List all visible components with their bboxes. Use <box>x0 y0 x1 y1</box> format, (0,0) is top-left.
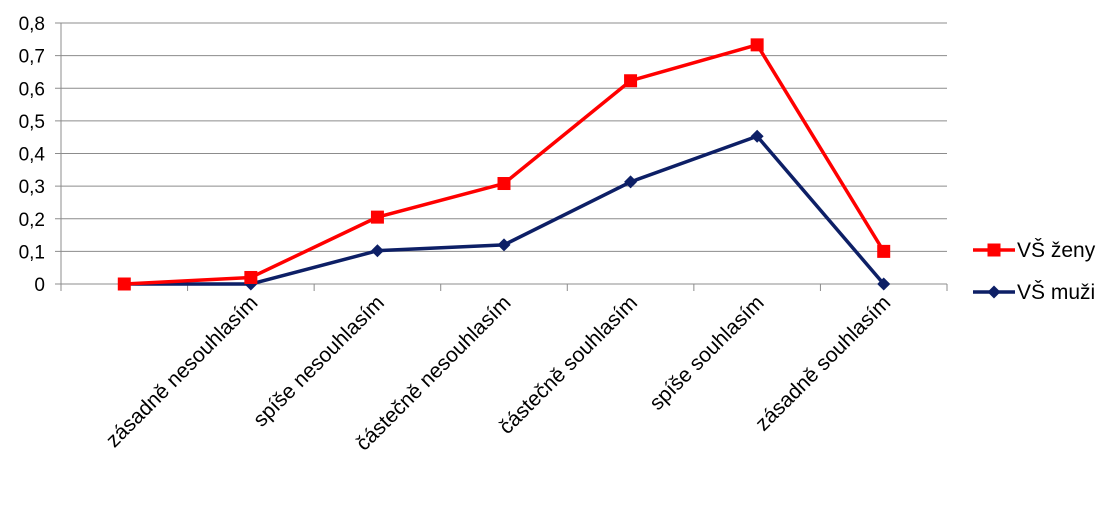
data-point-square <box>750 38 764 52</box>
data-point-diamond <box>624 175 638 189</box>
y-tick-label: 0,3 <box>19 177 45 198</box>
y-tick-label: 0,7 <box>19 47 45 68</box>
x-tick-label: zásadně nesouhlasím <box>102 291 263 452</box>
data-point-diamond <box>497 238 511 252</box>
legend: VŠ ženy VŠ muži <box>973 239 1096 304</box>
y-tick-label: 0,8 <box>19 14 45 35</box>
data-point-diamond <box>877 277 891 291</box>
data-point-diamond <box>370 244 384 258</box>
data-point-diamond <box>750 129 764 143</box>
legend-marker-square <box>987 243 1001 257</box>
series-group <box>117 38 891 291</box>
x-tick-label: spíše souhlasím <box>645 291 769 415</box>
y-tick-label: 0 <box>34 275 45 296</box>
legend-label: VŠ muži <box>1017 281 1095 304</box>
y-axis-ticks: 0 0,1 0,2 0,3 0,4 0,5 0,6 0,7 0,8 <box>19 14 46 296</box>
data-point-square <box>244 270 258 284</box>
x-axis <box>55 22 948 291</box>
y-tick-label: 0,2 <box>19 210 45 231</box>
x-tick-label: spíše nesouhlasím <box>249 291 389 431</box>
legend-label: VŠ ženy <box>1017 239 1096 262</box>
y-tick-label: 0,4 <box>19 145 46 166</box>
x-tick-label: částečně souhlasím <box>495 291 643 439</box>
series-line <box>124 134 886 286</box>
y-tick-label: 0,5 <box>19 112 45 133</box>
legend-marker-diamond <box>987 285 1001 299</box>
data-point-square <box>370 210 384 224</box>
data-point-square <box>117 277 131 291</box>
y-tick-label: 0,6 <box>19 79 45 100</box>
y-tick-label: 0,1 <box>19 242 45 263</box>
data-point-square <box>624 74 638 88</box>
data-point-square <box>877 244 891 258</box>
x-tick-label: zásadně souhlasím <box>751 291 895 435</box>
data-point-square <box>497 177 511 191</box>
